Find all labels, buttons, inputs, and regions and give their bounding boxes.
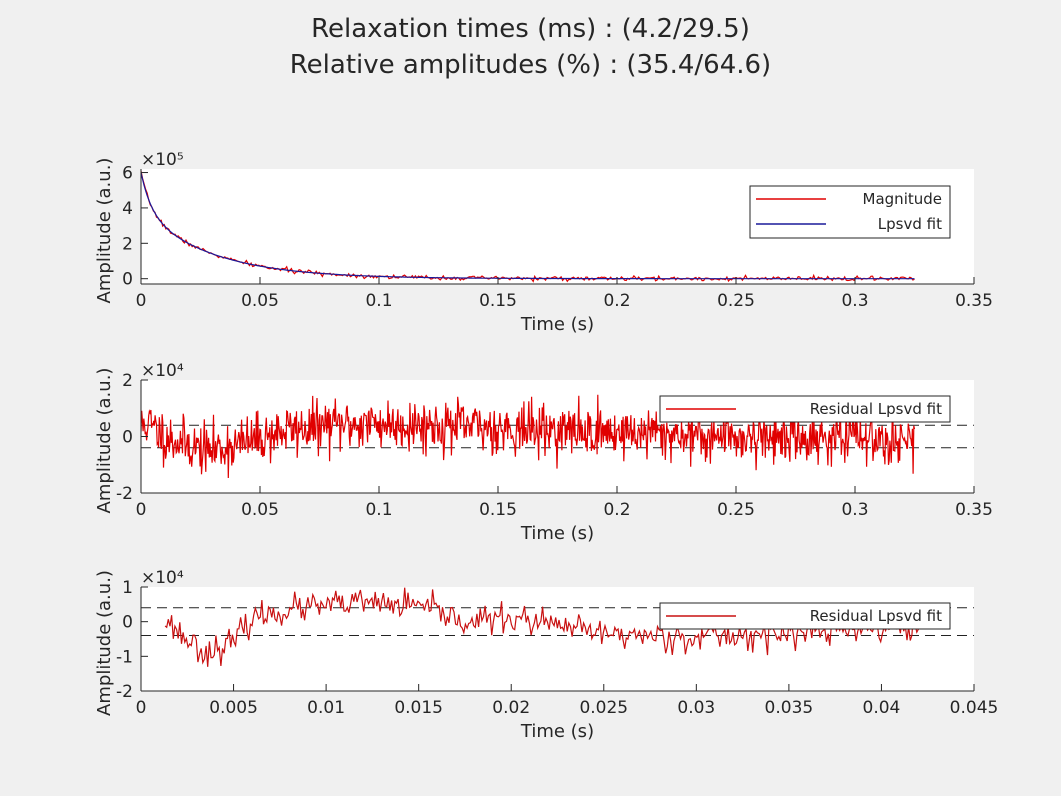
x-tick-label: 0.015 — [394, 698, 443, 718]
y-tick-label: 0 — [122, 270, 133, 290]
exponent-label: ×10⁵ — [141, 150, 184, 170]
x-tick-label: 0.045 — [950, 698, 999, 718]
y-axis-label: Amplitude (a.u.) — [94, 570, 115, 716]
legend-label: Residual Lpsvd fit — [810, 607, 942, 625]
axes-3: 0 0.005 0.01 0.015 0.02 0.025 0.03 0.035 0.04 0.0… — [94, 568, 998, 742]
x-tick-label: 0 — [136, 500, 147, 520]
x-tick-label: 0.035 — [765, 698, 814, 718]
y-axis-label: Amplitude (a.u.) — [94, 368, 115, 514]
x-tick-label: 0.25 — [717, 500, 755, 520]
x-tick-label: 0.05 — [241, 291, 279, 311]
series-line-lpsvd-fit — [141, 172, 915, 280]
x-tick-label: 0 — [136, 291, 147, 311]
y-tick-label: 2 — [122, 234, 133, 254]
y-tick-label: -1 — [116, 647, 133, 667]
x-tick-label: 0.35 — [955, 500, 993, 520]
legend: Residual Lpsvd fit — [659, 395, 951, 423]
exponent-label: ×10⁴ — [141, 568, 184, 588]
y-tick-label: 6 — [122, 164, 133, 184]
x-tick-label: 0 — [136, 698, 147, 718]
x-tick-label: 0.005 — [209, 698, 258, 718]
legend-label: Lpsvd fit — [878, 215, 942, 233]
x-tick-label: 0.15 — [479, 291, 517, 311]
legend: Residual Lpsvd fit — [659, 602, 951, 630]
x-tick-label: 0.04 — [863, 698, 901, 718]
series-line-residual-lpsvd-fit — [141, 394, 916, 479]
legend: Magnitude Lpsvd fit — [749, 185, 951, 239]
x-tick-label: 0.03 — [677, 698, 715, 718]
legend-box — [749, 185, 951, 239]
x-axis-label: Time (s) — [520, 523, 594, 544]
legend-label: Magnitude — [863, 190, 942, 208]
x-axis-label: Time (s) — [520, 721, 594, 742]
y-tick-label: -2 — [116, 682, 133, 702]
x-tick-label: 0.05 — [241, 500, 279, 520]
series-line-residual-lpsvd-fit — [164, 587, 920, 667]
x-tick-label: 0.3 — [841, 291, 868, 311]
x-tick-label: 0.2 — [603, 291, 630, 311]
x-tick-label: 0.01 — [307, 698, 345, 718]
y-tick-label: 0 — [122, 613, 133, 633]
y-tick-label: 4 — [122, 199, 133, 219]
x-tick-label: 0.02 — [492, 698, 530, 718]
y-tick-label: 1 — [122, 578, 133, 598]
exponent-label: ×10⁴ — [141, 361, 184, 381]
x-tick-label: 0.2 — [603, 500, 630, 520]
x-tick-label: 0.25 — [717, 291, 755, 311]
y-axis-label: Amplitude (a.u.) — [94, 158, 115, 304]
x-tick-label: 0.3 — [841, 500, 868, 520]
y-tick-label: -2 — [116, 484, 133, 504]
x-tick-label: 0.1 — [365, 291, 392, 311]
x-tick-label: 0.025 — [579, 698, 628, 718]
x-axis-label: Time (s) — [520, 314, 594, 335]
x-tick-label: 0.1 — [365, 500, 392, 520]
legend-label: Residual Lpsvd fit — [810, 400, 942, 418]
figure-title-line-2: Relative amplitudes (%) : (35.4/64.6) — [289, 50, 772, 80]
y-tick-label: 0 — [122, 428, 133, 448]
axes-1: 0 0.05 0.1 0.15 0.2 0.25 0.3 0.35 0 2 4 6 ×10⁵ Time (… — [94, 150, 993, 335]
y-tick-label: 2 — [122, 371, 133, 391]
x-tick-label: 0.35 — [955, 291, 993, 311]
figure-title-line-1: Relaxation times (ms) : (4.2/29.5) — [311, 14, 750, 44]
x-tick-label: 0.15 — [479, 500, 517, 520]
